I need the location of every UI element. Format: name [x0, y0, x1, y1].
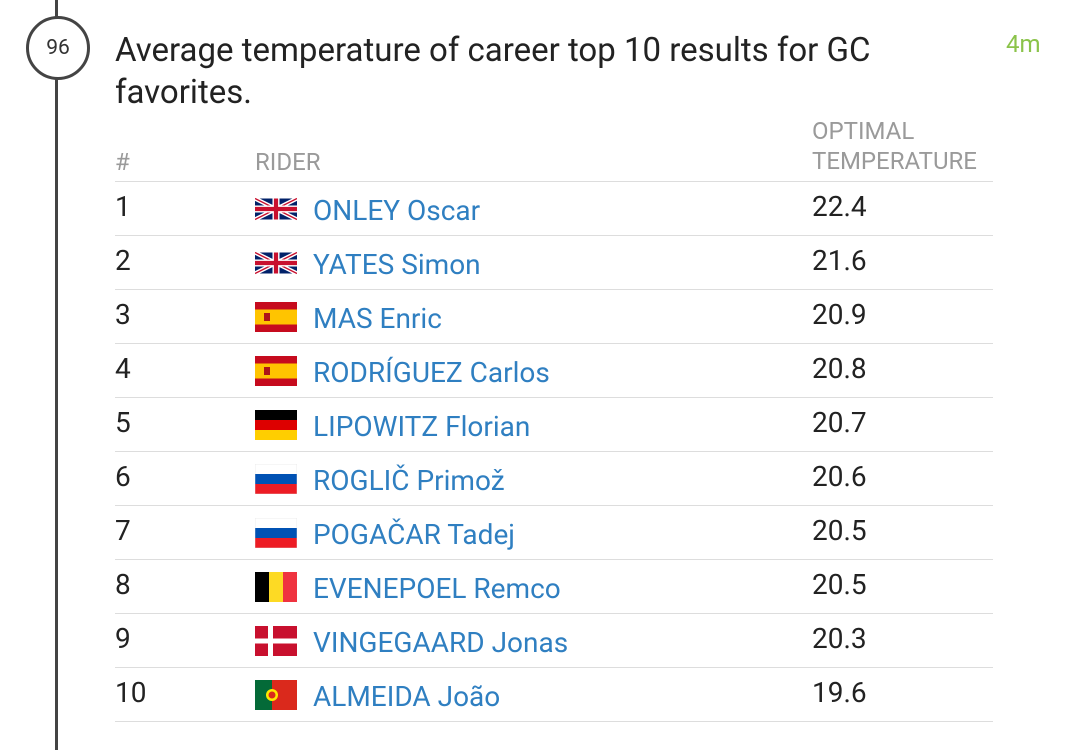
header-cell: # [115, 148, 130, 176]
flag [255, 626, 297, 656]
table-row: 8 EVENEPOEL Remco 20.5 [115, 560, 993, 614]
table-row: 4 RODRÍGUEZ Carlos 20.8 [115, 344, 993, 398]
rank: 4 [115, 352, 131, 385]
temperature: 20.7 [812, 405, 867, 439]
rider-name[interactable]: ONLEY Oscar [313, 194, 481, 227]
temperature: 20.6 [812, 459, 867, 493]
temperature: 20.3 [812, 621, 867, 655]
rank: 6 [115, 460, 131, 493]
flag [255, 518, 297, 548]
flag [255, 302, 297, 332]
temperature: 20.9 [812, 297, 867, 331]
flag [255, 572, 297, 602]
rank: 2 [115, 244, 131, 277]
temperature: 19.6 [812, 675, 867, 709]
flag [255, 680, 297, 710]
temperature: 20.5 [812, 567, 867, 601]
post-number: 96 [26, 16, 90, 80]
table-row: 10 ALMEIDA João 19.6 [115, 668, 993, 722]
results-table: # RIDER OPTIMAL TEMPERATURE 1 ONLEY Oscar… [115, 116, 993, 722]
rider-name[interactable]: VINGEGAARD Jonas [313, 626, 569, 659]
table-row: 2 YATES Simon 21.6 [115, 236, 993, 290]
rank: 5 [115, 406, 131, 439]
rider-name[interactable]: EVENEPOEL Remco [313, 572, 561, 605]
rider-name[interactable]: RODRÍGUEZ Carlos [313, 356, 550, 389]
rider-name[interactable]: LIPOWITZ Florian [313, 410, 531, 443]
header-cell: RIDER [255, 148, 321, 176]
rank: 10 [115, 676, 147, 709]
rank: 7 [115, 514, 131, 547]
rider-name[interactable]: MAS Enric [313, 302, 442, 335]
temperature: 20.8 [812, 351, 867, 385]
flag [255, 248, 297, 278]
flag [255, 464, 297, 494]
rider-name[interactable]: YATES Simon [313, 248, 481, 281]
table-header: # RIDER OPTIMAL TEMPERATURE [115, 116, 993, 182]
rider-name[interactable]: POGAČAR Tadej [313, 518, 515, 551]
rank: 3 [115, 298, 131, 331]
rank: 8 [115, 568, 131, 601]
temperature: 21.6 [812, 243, 867, 277]
temperature: 20.5 [812, 513, 867, 547]
rank: 9 [115, 622, 131, 655]
table-row: 1 ONLEY Oscar 22.4 [115, 182, 993, 236]
header-cell: OPTIMAL TEMPERATURE [812, 117, 977, 175]
flag [255, 410, 297, 440]
flag [255, 356, 297, 386]
rank: 1 [115, 190, 131, 223]
table-row: 9 VINGEGAARD Jonas 20.3 [115, 614, 993, 668]
table-row: 3 MAS Enric 20.9 [115, 290, 993, 344]
table-row: 7 POGAČAR Tadej 20.5 [115, 506, 993, 560]
timeline [55, 0, 58, 750]
rider-name[interactable]: ROGLIČ Primož [313, 464, 505, 497]
post-title: Average temperature of career top 10 res… [115, 31, 871, 112]
table-row: 6 ROGLIČ Primož 20.6 [115, 452, 993, 506]
post-time: 4m [1006, 30, 1041, 58]
flag [255, 194, 297, 224]
table-row: 5 LIPOWITZ Florian 20.7 [115, 398, 993, 452]
rider-name[interactable]: ALMEIDA João [313, 680, 501, 713]
temperature: 22.4 [812, 189, 867, 223]
